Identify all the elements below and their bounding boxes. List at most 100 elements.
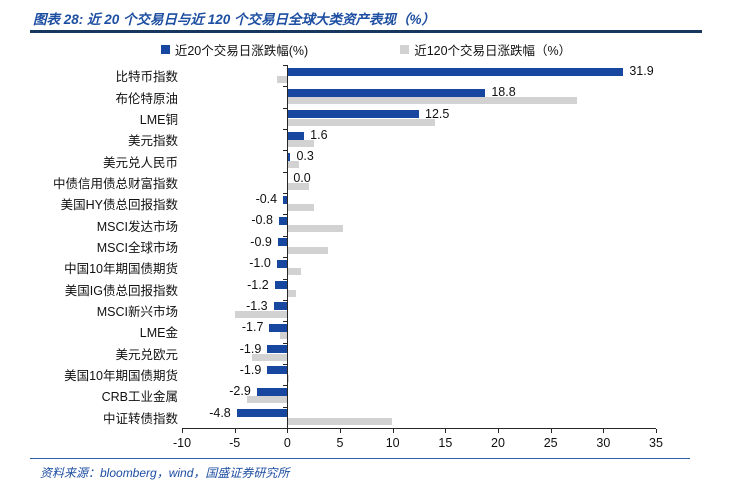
category-label: 布伦特原油 <box>115 91 178 106</box>
value-label: -0.4 <box>255 192 278 207</box>
y-axis-tick <box>283 321 288 323</box>
bar-120d <box>247 396 288 404</box>
value-label: -2.9 <box>229 384 251 399</box>
y-axis-tick <box>283 86 288 88</box>
x-axis-tick <box>550 429 552 433</box>
value-label: 12.5 <box>425 106 450 121</box>
x-axis-tick <box>656 429 657 433</box>
x-axis-tick <box>445 429 447 433</box>
x-axis-tick <box>234 429 236 433</box>
value-label: 0.0 <box>293 170 311 185</box>
bar-20d <box>274 281 288 290</box>
y-axis-tick <box>283 406 288 408</box>
category-label: 中国10年期国债期货 <box>64 262 178 277</box>
x-tick-label: 0 <box>283 436 291 450</box>
x-tick-label: 15 <box>438 436 453 450</box>
legend-item-20d: 近20个交易日涨跌幅(%) <box>160 40 309 59</box>
bar-20d <box>267 366 288 375</box>
value-label: -1.3 <box>246 298 268 313</box>
bar-120d <box>287 161 299 169</box>
bar-120d <box>287 97 577 105</box>
x-tick-label: 35 <box>649 436 663 450</box>
category-label: 美元指数 <box>127 134 178 149</box>
bar-20d <box>273 302 288 311</box>
value-label: -0.8 <box>251 213 273 228</box>
y-axis-tick <box>283 278 288 280</box>
x-tick-label: 20 <box>491 436 505 450</box>
category-label: 美国IG债总回报指数 <box>64 283 178 298</box>
value-label: 0.3 <box>296 149 314 164</box>
x-tick-label: 30 <box>596 436 611 450</box>
y-axis-tick <box>283 193 288 195</box>
footer-divider <box>30 458 690 459</box>
y-axis-tick <box>283 342 288 344</box>
x-axis-tick <box>392 429 394 433</box>
x-tick-label: 10 <box>385 436 400 450</box>
bar-20d <box>278 216 288 225</box>
x-tick-label: 25 <box>543 436 558 450</box>
y-axis-tick <box>283 235 288 237</box>
bar-20d <box>287 67 624 76</box>
x-tick-label: -5 <box>229 436 241 450</box>
bar-20d <box>287 152 291 161</box>
value-label: 18.8 <box>491 85 516 100</box>
value-label: -1.2 <box>247 277 269 292</box>
figure-title: 图表 28: 近 20 个交易日与近 120 个交易日全球大类资产表现（%） <box>33 12 436 27</box>
y-axis-tick <box>283 363 288 365</box>
bar-20d <box>277 238 288 247</box>
bar-120d <box>287 225 344 233</box>
value-label: 31.9 <box>629 64 654 78</box>
y-axis-tick <box>283 129 288 131</box>
x-axis-tick <box>340 429 341 433</box>
bar-120d <box>287 417 392 425</box>
y-axis-tick <box>283 65 288 66</box>
bar-120d <box>287 374 290 382</box>
bar-120d <box>234 310 288 318</box>
bar-20d <box>276 259 288 268</box>
bar-120d <box>287 289 296 297</box>
bar-120d <box>276 76 288 83</box>
source-note: 资料来源：bloomberg，wind，国盛证券研究所 <box>40 466 290 480</box>
bar-120d <box>287 246 329 254</box>
value-label: -4.8 <box>209 405 231 420</box>
category-label: 比特币指数 <box>115 70 178 85</box>
category-label: 美元兑欧元 <box>115 347 178 362</box>
category-label: LME铜 <box>139 112 178 127</box>
legend-swatch-120d-icon <box>400 44 410 54</box>
zero-axis-line <box>287 65 289 428</box>
category-label: 中债信用债总财富指数 <box>52 176 178 191</box>
bar-20d <box>267 345 288 354</box>
chart-legend: 近20个交易日涨跌幅(%) 近120个交易日涨跌幅（%） <box>0 40 732 58</box>
x-tick-label: -10 <box>172 436 192 450</box>
x-axis-tick <box>182 429 183 433</box>
bar-120d <box>287 118 435 126</box>
y-axis-tick <box>283 257 288 259</box>
bar-20d <box>256 387 288 396</box>
category-label: MSCI全球市场 <box>96 240 178 255</box>
bar-120d <box>287 182 310 190</box>
value-label: -1.9 <box>239 341 262 356</box>
legend-label-20d: 近20个交易日涨跌幅(%) <box>174 43 309 58</box>
bar-120d <box>287 204 314 212</box>
x-axis-tick <box>498 429 499 433</box>
category-label: MSCI发达市场 <box>96 219 178 234</box>
bar-chart: 比特币指数 31.9 布伦特原油 18.8 LME铜 12.5 美元指数 1.6 美元兑人民币 0… <box>0 62 732 458</box>
y-axis-tick <box>283 107 288 109</box>
y-axis-tick <box>283 385 288 387</box>
category-label: CRB工业金属 <box>101 390 178 405</box>
bar-20d <box>236 409 288 418</box>
value-label: -0.9 <box>250 234 272 249</box>
bar-20d <box>269 323 288 332</box>
bar-20d <box>287 88 486 97</box>
y-axis-tick <box>283 171 288 173</box>
bar-120d <box>287 268 302 276</box>
category-label: LME金 <box>139 326 178 341</box>
value-label: -1.0 <box>249 256 271 271</box>
bar-120d <box>279 332 288 340</box>
bar-120d <box>251 353 288 361</box>
y-axis-tick <box>283 150 288 152</box>
x-tick-label: 5 <box>336 436 344 450</box>
bar-20d <box>287 110 419 119</box>
y-axis-tick <box>283 214 288 216</box>
